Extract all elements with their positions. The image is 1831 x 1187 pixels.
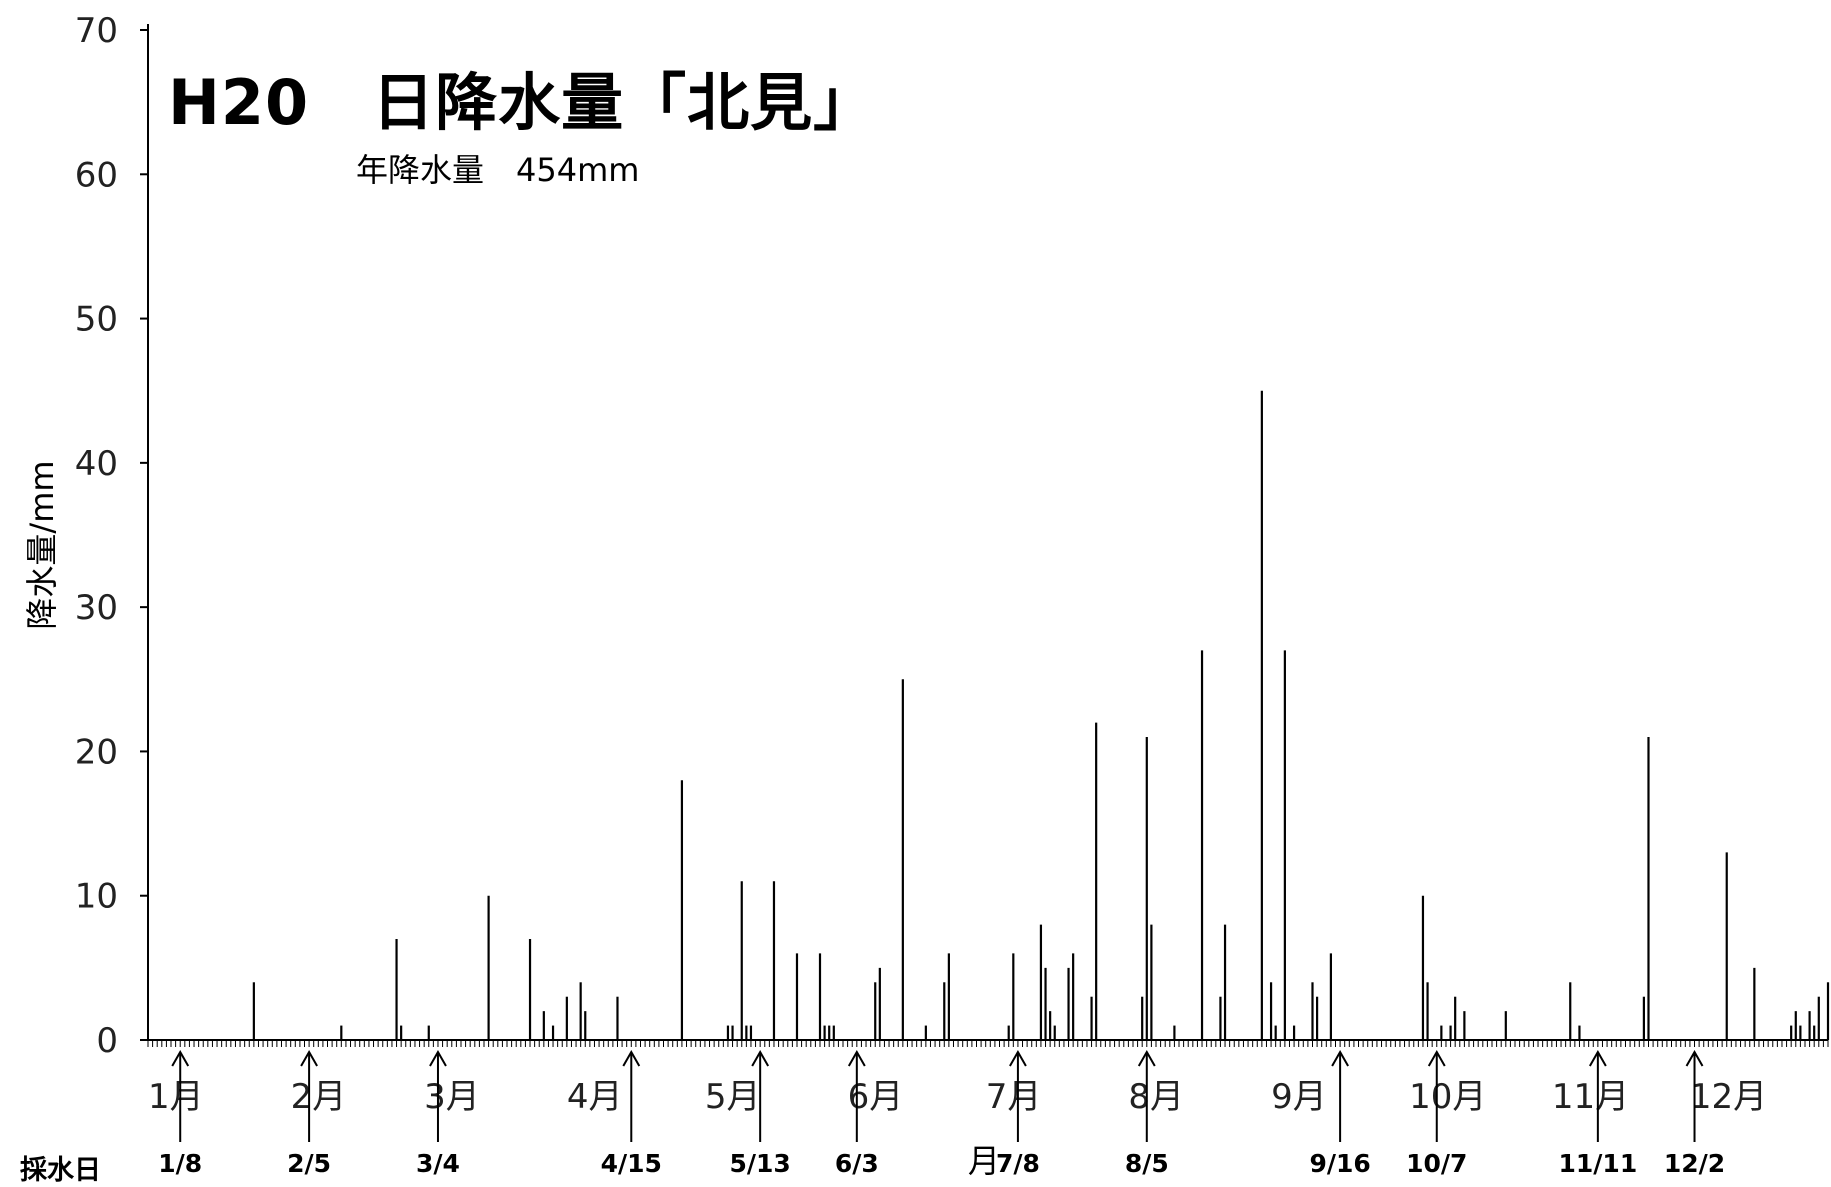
sampling-arrow-head xyxy=(847,1049,866,1067)
sampling-arrow-head xyxy=(1588,1049,1607,1067)
sampling-date-label: 3/4 xyxy=(416,1149,460,1178)
chart-title: H20 日降水量「北見」 xyxy=(168,66,877,139)
sampling-arrow-head xyxy=(1137,1049,1156,1067)
y-axis-ticks: 0 10 20 30 40 50 60 70 xyxy=(75,11,148,1061)
sampling-date-label: 9/16 xyxy=(1309,1149,1370,1178)
sampling-date-label: 8/5 xyxy=(1125,1149,1169,1178)
y-tick-label: 40 xyxy=(75,444,118,484)
month-label: 10月 xyxy=(1409,1077,1486,1117)
month-label: 4月 xyxy=(567,1077,623,1117)
stray-month-glyph: 月 xyxy=(968,1142,1000,1180)
sampling-date-label: 1/8 xyxy=(158,1149,202,1178)
sampling-date-label: 5/13 xyxy=(730,1149,791,1178)
sampling-arrow-head xyxy=(171,1049,190,1067)
sampling-date-label: 10/7 xyxy=(1406,1149,1467,1178)
month-label: 7月 xyxy=(986,1077,1042,1117)
sampling-arrow-head xyxy=(1331,1049,1349,1067)
sampling-arrow-head xyxy=(622,1049,641,1067)
month-label: 8月 xyxy=(1128,1077,1184,1117)
sampling-date-label: 7/8 xyxy=(996,1149,1040,1178)
sampling-date-label: 6/3 xyxy=(835,1149,879,1178)
y-tick-label: 0 xyxy=(96,1021,118,1061)
month-label: 5月 xyxy=(705,1077,761,1117)
month-label: 11月 xyxy=(1552,1077,1629,1117)
sampling-arrow-head xyxy=(751,1049,770,1067)
y-tick-label: 70 xyxy=(75,11,118,51)
sampling-arrow-head xyxy=(1685,1049,1704,1067)
y-tick-label: 30 xyxy=(75,588,118,628)
bar-series xyxy=(252,390,1830,1040)
y-axis-label: 降水量/mm xyxy=(23,460,61,630)
sampling-arrow-head xyxy=(300,1049,318,1067)
sampling-date-label: 4/15 xyxy=(601,1149,662,1178)
sampling-date-label: 12/2 xyxy=(1664,1149,1725,1178)
month-labels: 1月 2月 3月 4月 5月 6月 7月 8月 9月 10月 11月 12月 xyxy=(148,1077,1767,1117)
sampling-arrow-head xyxy=(1427,1049,1446,1067)
sampling-date-label: 2/5 xyxy=(287,1149,331,1178)
month-label: 12月 xyxy=(1690,1077,1767,1117)
sampling-row-label: 採水日 xyxy=(20,1155,101,1186)
x-axis-minor-ticks xyxy=(147,1040,1829,1047)
y-tick-label: 50 xyxy=(75,300,118,340)
y-tick-label: 20 xyxy=(75,732,118,772)
month-label: 2月 xyxy=(291,1077,347,1117)
month-label: 9月 xyxy=(1271,1077,1327,1117)
sampling-date-label: 11/11 xyxy=(1559,1149,1638,1178)
y-tick-label: 60 xyxy=(75,155,118,195)
annual-total-note: 年降水量 454mm xyxy=(356,151,640,189)
sampling-arrow-head xyxy=(1009,1049,1027,1067)
month-label: 3月 xyxy=(424,1077,480,1117)
y-tick-label: 10 xyxy=(75,877,118,917)
month-label: 1月 xyxy=(148,1077,204,1117)
sampling-arrow-head xyxy=(429,1049,447,1067)
sampling-date-markers: 1/8 2/5 3/4 4/15 5/13 6/3 7/8 8/5 9/16 10/7 11/11 1… xyxy=(158,1049,1725,1180)
